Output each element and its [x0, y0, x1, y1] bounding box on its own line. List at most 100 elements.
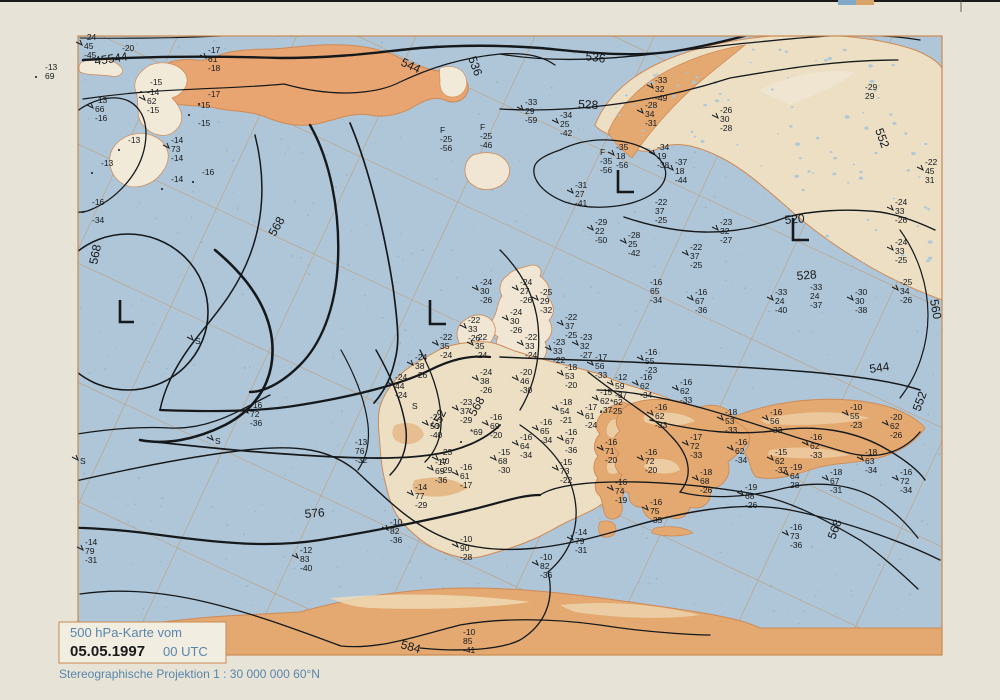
svg-text:-34: -34	[640, 390, 653, 400]
svg-text:S: S	[215, 436, 221, 446]
svg-text:-42: -42	[560, 128, 573, 138]
svg-text:-15: -15	[198, 118, 211, 128]
svg-text:-15: -15	[147, 105, 160, 115]
svg-text:-26: -26	[700, 485, 713, 495]
svg-text:-27: -27	[720, 235, 733, 245]
svg-text:-24: -24	[475, 350, 488, 360]
svg-text:-32: -32	[540, 305, 553, 315]
svg-text:544: 544	[868, 359, 890, 376]
svg-text:-56: -56	[440, 143, 453, 153]
svg-text:-28: -28	[460, 552, 473, 562]
svg-text:-26: -26	[468, 333, 481, 343]
svg-text:-33: -33	[680, 395, 693, 405]
svg-text:-34: -34	[540, 435, 553, 445]
svg-text:-36: -36	[790, 540, 803, 550]
svg-text:-14: -14	[171, 153, 184, 163]
svg-text:-25: -25	[610, 406, 623, 416]
svg-text:-32: -32	[355, 455, 368, 465]
svg-text:-31: -31	[645, 118, 658, 128]
svg-text:520: 520	[784, 211, 805, 227]
svg-text:-37: -37	[810, 300, 823, 310]
svg-text:-59: -59	[525, 115, 538, 125]
svg-text:-33: -33	[770, 425, 783, 435]
svg-text:-36: -36	[695, 305, 708, 315]
svg-text:-56: -56	[600, 165, 613, 175]
svg-text:S: S	[80, 456, 86, 466]
svg-text:-33: -33	[810, 450, 823, 460]
svg-text:-26: -26	[895, 215, 908, 225]
svg-text:S: S	[412, 401, 418, 411]
svg-text:-44: -44	[675, 175, 688, 185]
svg-text:-26: -26	[900, 295, 913, 305]
svg-text:-36: -36	[250, 418, 263, 428]
svg-text:-20: -20	[490, 430, 503, 440]
svg-text:-34: -34	[735, 455, 748, 465]
svg-text:-46: -46	[480, 140, 493, 150]
svg-text:-33: -33	[725, 425, 738, 435]
svg-text:-24: -24	[525, 350, 538, 360]
svg-text:-16: -16	[95, 113, 108, 123]
svg-text:-41: -41	[463, 645, 476, 655]
svg-text:-35: -35	[650, 515, 663, 525]
svg-text:-19: -19	[615, 495, 628, 505]
svg-text:-40: -40	[775, 305, 788, 315]
svg-text:-31: -31	[830, 485, 843, 495]
svg-text:-34: -34	[865, 465, 878, 475]
svg-text:00 UTC: 00 UTC	[163, 644, 208, 659]
svg-text:-24: -24	[585, 420, 598, 430]
svg-text:-34: -34	[520, 450, 533, 460]
svg-text:528: 528	[796, 267, 817, 283]
svg-text:500 hPa-Karte vom: 500 hPa-Karte vom	[70, 625, 182, 640]
svg-text:-40: -40	[300, 563, 313, 573]
svg-text:-30: -30	[520, 385, 533, 395]
svg-text:29: 29	[865, 91, 875, 101]
svg-text:-20: -20	[605, 455, 618, 465]
svg-text:-26: -26	[745, 500, 758, 510]
svg-text:-34: -34	[900, 485, 913, 495]
svg-text:-25: -25	[655, 215, 668, 225]
svg-text:-26: -26	[890, 430, 903, 440]
svg-text:-25: -25	[565, 330, 578, 340]
svg-text:-34: -34	[92, 215, 105, 225]
svg-text:-26: -26	[510, 325, 523, 335]
svg-text:536: 536	[585, 49, 607, 66]
svg-text:28: 28	[790, 480, 800, 490]
svg-text:-29: -29	[415, 500, 428, 510]
svg-text:-26: -26	[520, 295, 533, 305]
svg-text:528: 528	[578, 97, 599, 112]
svg-text:-14: -14	[171, 174, 184, 184]
svg-text:*69: *69	[470, 427, 483, 437]
svg-text:-17: -17	[208, 89, 221, 99]
svg-text:-24: -24	[395, 390, 408, 400]
svg-text:-49: -49	[655, 93, 668, 103]
svg-text:-28: -28	[720, 123, 733, 133]
svg-text:-42: -42	[628, 248, 641, 258]
svg-text:31: 31	[925, 175, 935, 185]
svg-text:-25: -25	[895, 255, 908, 265]
svg-text:-15: -15	[198, 100, 211, 110]
svg-text:576: 576	[304, 505, 325, 521]
svg-text:-38: -38	[855, 305, 868, 315]
svg-text:-56: -56	[616, 160, 629, 170]
svg-text:-21: -21	[560, 415, 573, 425]
svg-text:-24: -24	[440, 350, 453, 360]
svg-text:-30: -30	[498, 465, 511, 475]
svg-text:-26: -26	[415, 370, 428, 380]
svg-text:-16: -16	[202, 167, 215, 177]
svg-text:-36: -36	[565, 445, 578, 455]
svg-text:-33: -33	[690, 450, 703, 460]
svg-text:-23: -23	[850, 420, 863, 430]
svg-text:69: 69	[45, 71, 55, 81]
svg-text:-36: -36	[390, 535, 403, 545]
svg-text:-15: -15	[150, 77, 163, 87]
svg-text:-36: -36	[540, 570, 553, 580]
svg-text:-20: -20	[645, 465, 658, 475]
svg-text:-33: -33	[655, 420, 668, 430]
svg-text:-22: -22	[560, 475, 573, 485]
svg-text:-17: -17	[460, 480, 473, 490]
svg-text:-41: -41	[575, 198, 588, 208]
svg-text:-27: -27	[580, 350, 593, 360]
svg-text:-31: -31	[575, 545, 588, 555]
svg-text:-13: -13	[101, 158, 114, 168]
svg-text:-25: -25	[690, 260, 703, 270]
